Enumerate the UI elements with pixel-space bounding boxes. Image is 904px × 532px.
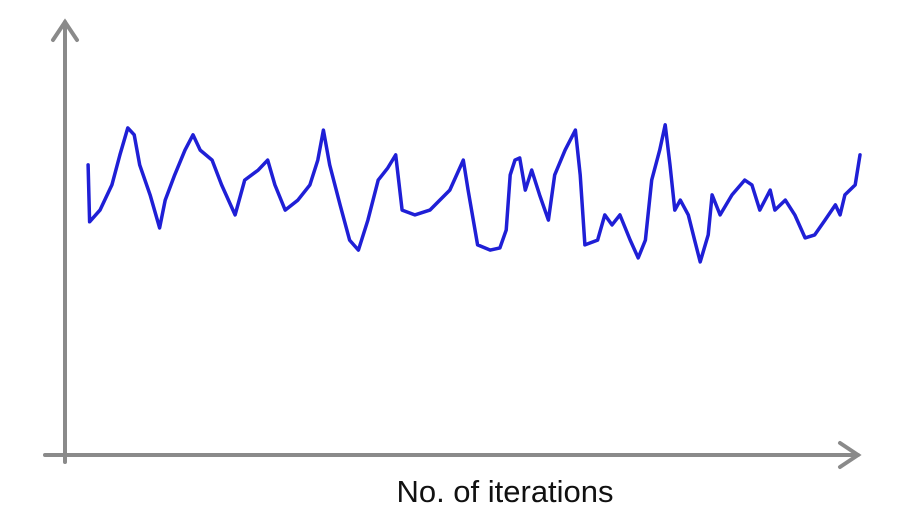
x-axis-arrow [838,441,862,469]
y-axis-arrow [51,18,79,42]
x-axis-label: No. of iterations [396,474,613,509]
axes [43,18,862,469]
data-line [86,123,862,264]
